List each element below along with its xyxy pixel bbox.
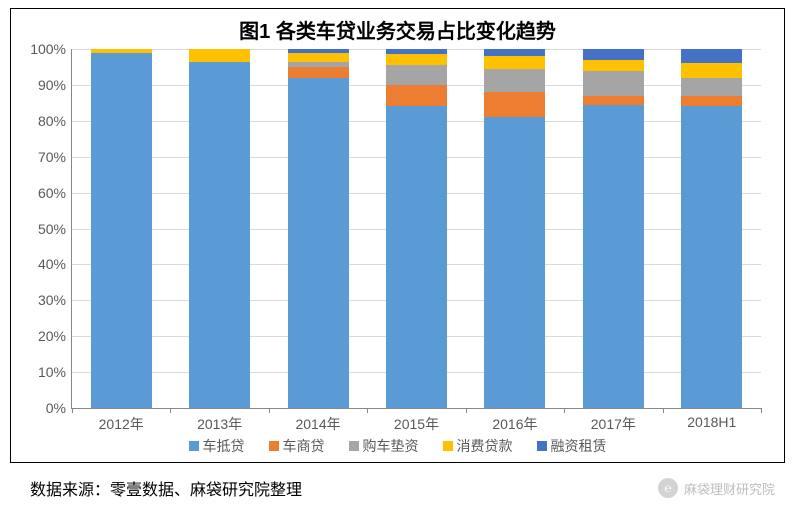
y-axis-label: 40% xyxy=(38,256,72,272)
y-axis-label: 60% xyxy=(38,185,72,201)
x-tick xyxy=(663,408,664,413)
bar xyxy=(91,49,152,408)
x-axis-label: 2015年 xyxy=(394,408,439,434)
bar-segment xyxy=(288,67,349,78)
bar xyxy=(189,49,250,408)
x-axis-label: 2013年 xyxy=(197,408,242,434)
y-axis-label: 30% xyxy=(38,292,72,308)
bar-segment xyxy=(583,49,644,60)
bar-segment xyxy=(386,106,447,408)
legend-item: 融资租赁 xyxy=(537,436,607,456)
bar-segment xyxy=(288,49,349,53)
bar-segment xyxy=(189,62,250,408)
bar-segment xyxy=(484,92,545,117)
bar xyxy=(681,49,742,408)
bar-segment xyxy=(681,106,742,408)
watermark-icon: ℮ xyxy=(658,478,678,498)
legend-label: 融资租赁 xyxy=(551,436,607,456)
x-tick xyxy=(564,408,565,413)
legend-swatch xyxy=(537,441,547,451)
bar-segment xyxy=(386,54,447,65)
bar xyxy=(583,49,644,408)
data-source-text: 数据来源：零壹数据、麻袋研究院整理 xyxy=(30,476,302,500)
y-axis-label: 80% xyxy=(38,113,72,129)
bar-segment xyxy=(386,85,447,107)
legend-label: 车商贷 xyxy=(283,436,325,456)
legend-swatch xyxy=(189,441,199,451)
watermark-text: 麻袋理财研究院 xyxy=(684,479,775,498)
legend-label: 消费贷款 xyxy=(457,436,513,456)
watermark: ℮ 麻袋理财研究院 xyxy=(658,478,775,498)
legend-item: 购车垫资 xyxy=(349,436,419,456)
bar-segment xyxy=(91,53,152,408)
chart-container: 图1 各类车贷业务交易占比变化趋势 0%10%20%30%40%50%60%70… xyxy=(10,8,785,463)
bar-segment xyxy=(484,49,545,56)
bar-segment xyxy=(484,56,545,69)
bar xyxy=(386,49,447,408)
bar-segment xyxy=(484,69,545,92)
x-axis-label: 2018H1 xyxy=(687,408,736,430)
legend-label: 购车垫资 xyxy=(363,436,419,456)
legend-swatch xyxy=(349,441,359,451)
y-axis-label: 50% xyxy=(38,221,72,237)
y-axis-label: 70% xyxy=(38,149,72,165)
bar-segment xyxy=(288,78,349,408)
bar-segment xyxy=(91,49,152,53)
bar-segment xyxy=(288,53,349,62)
bar-segment xyxy=(583,105,644,408)
legend-item: 消费贷款 xyxy=(443,436,513,456)
x-axis-label: 2016年 xyxy=(492,408,537,434)
x-tick xyxy=(761,408,762,413)
x-tick xyxy=(269,408,270,413)
bar-segment xyxy=(189,49,250,62)
legend-item: 车抵贷 xyxy=(189,436,245,456)
y-axis-label: 0% xyxy=(46,400,72,416)
y-axis-label: 90% xyxy=(38,77,72,93)
bar-segment xyxy=(583,60,644,71)
x-axis-label: 2014年 xyxy=(295,408,340,434)
bar-segment xyxy=(386,65,447,85)
bar-segment xyxy=(288,62,349,67)
bar-segment xyxy=(681,63,742,77)
legend-swatch xyxy=(269,441,279,451)
bar xyxy=(484,49,545,408)
bar-segment xyxy=(484,117,545,408)
bar-segment xyxy=(583,71,644,96)
x-axis-label: 2012年 xyxy=(99,408,144,434)
bar-segment xyxy=(681,49,742,63)
x-tick xyxy=(466,408,467,413)
x-tick xyxy=(72,408,73,413)
legend-item: 车商贷 xyxy=(269,436,325,456)
bar-segment xyxy=(681,78,742,96)
plot-area: 0%10%20%30%40%50%60%70%80%90%100%2012年20… xyxy=(71,49,761,409)
legend-label: 车抵贷 xyxy=(203,436,245,456)
bar-segment xyxy=(681,96,742,107)
y-axis-label: 20% xyxy=(38,328,72,344)
x-axis-label: 2017年 xyxy=(591,408,636,434)
y-axis-label: 10% xyxy=(38,364,72,380)
x-tick xyxy=(170,408,171,413)
legend: 车抵贷 车商贷 购车垫资 消费贷款 融资租赁 xyxy=(11,436,784,456)
bar-segment xyxy=(386,49,447,54)
x-tick xyxy=(367,408,368,413)
chart-title: 图1 各类车贷业务交易占比变化趋势 xyxy=(11,9,784,44)
y-axis-label: 100% xyxy=(30,41,72,57)
legend-swatch xyxy=(443,441,453,451)
bar xyxy=(288,49,349,408)
bar-segment xyxy=(583,96,644,105)
